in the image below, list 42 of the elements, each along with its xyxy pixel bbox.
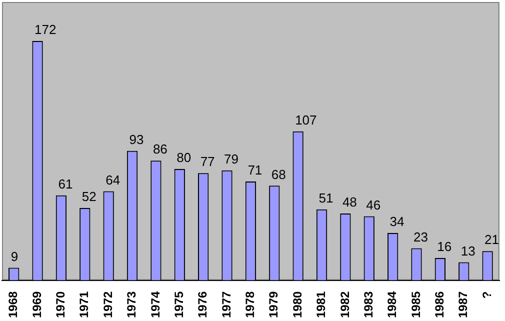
data-label: 64 bbox=[106, 172, 120, 188]
x-tick-label: 1986 bbox=[432, 290, 446, 318]
x-tick-label: 1984 bbox=[385, 290, 400, 318]
x-tick-label: 1983 bbox=[361, 290, 376, 318]
x-tick-label: 1981 bbox=[314, 290, 328, 318]
data-label: 51 bbox=[318, 190, 334, 206]
x-tick-label: 1971 bbox=[77, 290, 92, 318]
data-label: 61 bbox=[58, 176, 73, 192]
x-tick-label: 1976 bbox=[196, 290, 210, 318]
data-label: 172 bbox=[34, 22, 56, 38]
x-tick-label: 1980 bbox=[290, 290, 304, 318]
data-label: 77 bbox=[200, 154, 215, 170]
x-tick-label: 1977 bbox=[219, 290, 234, 318]
data-label: 23 bbox=[413, 229, 428, 244]
data-label: 48 bbox=[342, 194, 357, 210]
x-tick-label: 1987 bbox=[456, 290, 470, 318]
data-label: 71 bbox=[248, 162, 262, 178]
data-label: 9 bbox=[10, 248, 18, 264]
data-label: 79 bbox=[224, 151, 238, 166]
data-label: 21 bbox=[484, 232, 500, 248]
x-tick-label: 1968 bbox=[6, 290, 20, 318]
data-label: 52 bbox=[82, 189, 96, 204]
x-tick-label: 1982 bbox=[338, 290, 352, 318]
x-tick-label: 1970 bbox=[54, 290, 68, 318]
data-label: 80 bbox=[176, 150, 192, 166]
x-tick-label: 1973 bbox=[124, 290, 139, 318]
x-tick-label: 1978 bbox=[243, 290, 258, 318]
data-label: 93 bbox=[129, 132, 144, 147]
x-tick-label: 1985 bbox=[408, 290, 423, 318]
data-label: 86 bbox=[152, 142, 168, 157]
data-label: 16 bbox=[437, 239, 452, 254]
x-tick-label: ? bbox=[480, 291, 494, 299]
data-label: 46 bbox=[366, 197, 381, 212]
data-label: 107 bbox=[295, 112, 317, 128]
x-tick-label: 1972 bbox=[100, 290, 115, 318]
x-tick-label: 1969 bbox=[30, 290, 44, 318]
data-label: 68 bbox=[271, 166, 286, 182]
x-tick-label: 1979 bbox=[266, 290, 281, 318]
x-tick-label: 1975 bbox=[172, 290, 186, 318]
data-label: 34 bbox=[390, 214, 404, 230]
x-tick-label: 1974 bbox=[148, 290, 162, 318]
data-label: 13 bbox=[460, 243, 476, 258]
